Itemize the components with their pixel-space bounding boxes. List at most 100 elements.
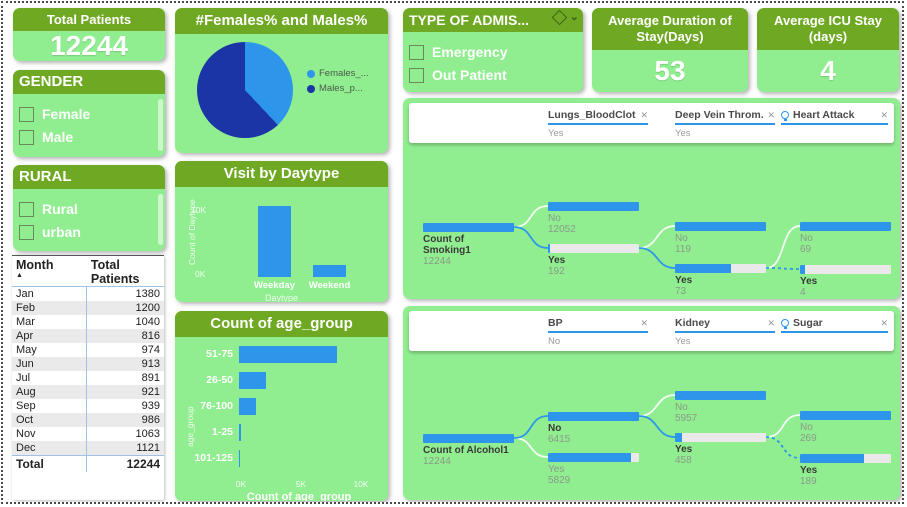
tree-node-no[interactable]: No 119 — [675, 222, 766, 255]
breadcrumb-deep-vein-throm-[interactable]: Deep Vein Throm... ✕ Yes — [675, 109, 775, 139]
table-row: Mar 1040 — [12, 315, 164, 329]
tree-node-yes[interactable]: Yes 5829 — [548, 453, 639, 486]
slicer-item-out-patient[interactable]: Out Patient — [409, 67, 577, 83]
tree-node-bar[interactable] — [800, 411, 891, 420]
x-axis-title: Count of age_group — [246, 491, 352, 501]
table-header-month[interactable]: Month ▲ — [12, 255, 87, 287]
tree-node-yes[interactable]: Yes 4 — [800, 265, 891, 298]
y-tick: 10K — [191, 204, 207, 215]
legend-dot-icon — [307, 69, 315, 78]
sort-ascending-icon[interactable]: ▲ — [16, 272, 23, 279]
checkbox-icon[interactable] — [409, 67, 424, 83]
tree-node-no[interactable]: No 6415 — [548, 412, 639, 445]
avg-duration-value: 53 — [654, 55, 686, 86]
table-row: Jul 891 — [12, 371, 164, 385]
tree-node-bar[interactable] — [423, 223, 514, 232]
tree-node-bar[interactable] — [548, 244, 639, 253]
tree-node-yes[interactable]: Yes 458 — [675, 433, 766, 466]
checkbox-icon[interactable] — [409, 44, 424, 60]
checkbox-icon[interactable] — [19, 201, 34, 217]
y-tick: 0K — [195, 269, 206, 279]
total-patients-title: Total Patients — [13, 8, 165, 31]
tree-node-bar[interactable] — [548, 202, 639, 211]
table-row: Oct 986 — [12, 413, 164, 427]
tree-node-no[interactable]: No 69 — [800, 222, 891, 255]
tree-node-bar[interactable] — [548, 412, 639, 421]
breadcrumb-lungs-bloodclot[interactable]: Lungs_BloodClot ✕ Yes — [548, 109, 648, 139]
close-icon[interactable]: ✕ — [880, 109, 888, 120]
age-group-plot-area: age_group 51-75 26-50 76-100 1-25 101-125 0K 5K… — [175, 337, 388, 501]
close-icon[interactable]: ✕ — [640, 109, 648, 120]
tree-node-bar[interactable] — [548, 453, 639, 462]
smoking-decomposition-tree: Lungs_BloodClot ✕ Yes Deep Vein Throm...… — [403, 98, 900, 299]
total-patients-card: Total Patients 12244 — [13, 8, 165, 61]
legend-dot-icon — [307, 84, 315, 93]
bar-26-50[interactable] — [239, 372, 266, 389]
y-category-label: 76-100 — [200, 400, 233, 412]
breadcrumb-sugar[interactable]: Sugar ✕ — [781, 317, 888, 336]
tree-node-no[interactable]: No 12052 — [548, 202, 639, 235]
table-row: Dec 1121 — [12, 441, 164, 456]
tree-node-yes[interactable]: Yes 73 — [675, 264, 766, 297]
admission-slicer-items: Emergency Out Patient — [403, 32, 583, 92]
checkbox-icon[interactable] — [19, 129, 34, 145]
close-icon[interactable]: ✕ — [880, 317, 888, 328]
bar-51-75[interactable] — [239, 346, 337, 363]
bar-101-125[interactable] — [239, 450, 240, 467]
age-group-chart-card: Count of age_group age_group 51-75 26-50 76… — [175, 311, 388, 501]
tree-node-bar[interactable] — [675, 222, 766, 231]
tree-node-no[interactable]: No 269 — [800, 411, 891, 444]
table-row: Nov 1063 — [12, 427, 164, 441]
gender-pie-chart[interactable] — [197, 42, 293, 138]
close-icon[interactable]: ✕ — [640, 317, 648, 328]
table-total-row: Total 12244 — [12, 455, 164, 472]
tree-node-yes[interactable]: Yes 192 — [548, 244, 639, 277]
legend-item[interactable]: Males_p... — [307, 83, 369, 94]
bar-weekend[interactable] — [313, 265, 346, 277]
tree-node-yes[interactable]: Yes 189 — [800, 454, 891, 487]
scrollbar[interactable] — [158, 194, 163, 245]
x-axis-title: Daytype — [265, 293, 299, 302]
gender-slicer-items: Female Male — [13, 94, 165, 157]
total-patients-value: 12244 — [50, 30, 128, 61]
scrollbar[interactable] — [158, 99, 163, 151]
checkbox-icon[interactable] — [19, 106, 34, 122]
chevron-down-icon[interactable]: ⌄ — [569, 11, 579, 23]
avg-icu-title: Average ICU Stay (days) — [757, 8, 899, 50]
close-icon[interactable]: ✕ — [767, 317, 775, 328]
eraser-icon[interactable] — [551, 9, 568, 26]
close-icon[interactable]: ✕ — [767, 109, 775, 120]
tree-node-bar[interactable] — [800, 454, 891, 463]
slicer-item-emergency[interactable]: Emergency — [409, 44, 577, 60]
tree-node-bar[interactable] — [675, 264, 766, 273]
tree-node-bar[interactable] — [800, 265, 891, 274]
tree-node-bar[interactable] — [675, 391, 766, 400]
bar-1-25[interactable] — [239, 424, 241, 441]
bar-weekday[interactable] — [258, 206, 291, 277]
slicer-item-female[interactable]: Female — [19, 106, 159, 122]
daytype-plot-area: Count of Daytype 10K 0K Weekday Weekend Dayty… — [175, 187, 388, 302]
slicer-item-urban[interactable]: urban — [19, 224, 159, 240]
age-group-chart-title: Count of age_group — [175, 311, 388, 337]
tree-node-no[interactable]: No 5957 — [675, 391, 766, 424]
table-header-total-patients[interactable]: Total Patients — [86, 255, 164, 287]
tree-root-node[interactable]: Count of Smoking1 12244 — [423, 223, 514, 267]
rural-slicer-items: Rural urban — [13, 189, 165, 251]
slicer-item-rural[interactable]: Rural — [19, 201, 159, 217]
slicer-item-male[interactable]: Male — [19, 129, 159, 145]
tree-root-node[interactable]: Count of Alcohol1 12244 — [423, 434, 514, 467]
tree-node-bar[interactable] — [423, 434, 514, 443]
tree-breadcrumb-bar: BP ✕ No Kidney ✕ Yes Sugar ✕ — [409, 311, 894, 351]
tree-node-bar[interactable] — [800, 222, 891, 231]
legend-item[interactable]: Females_... — [307, 68, 369, 79]
gender-slicer: GENDER Female Male — [13, 70, 165, 157]
breadcrumb-bp[interactable]: BP ✕ No — [548, 317, 648, 347]
breadcrumb-heart-attack[interactable]: Heart Attack ✕ — [781, 109, 888, 128]
tree-node-bar[interactable] — [675, 433, 766, 442]
lightbulb-icon — [781, 319, 789, 329]
avg-icu-value: 4 — [820, 55, 836, 86]
breadcrumb-kidney[interactable]: Kidney ✕ Yes — [675, 317, 775, 347]
checkbox-icon[interactable] — [19, 224, 34, 240]
gender-pie-card: #Females% and Males% Females_... Males_p… — [175, 8, 388, 153]
bar-76-100[interactable] — [239, 398, 256, 415]
